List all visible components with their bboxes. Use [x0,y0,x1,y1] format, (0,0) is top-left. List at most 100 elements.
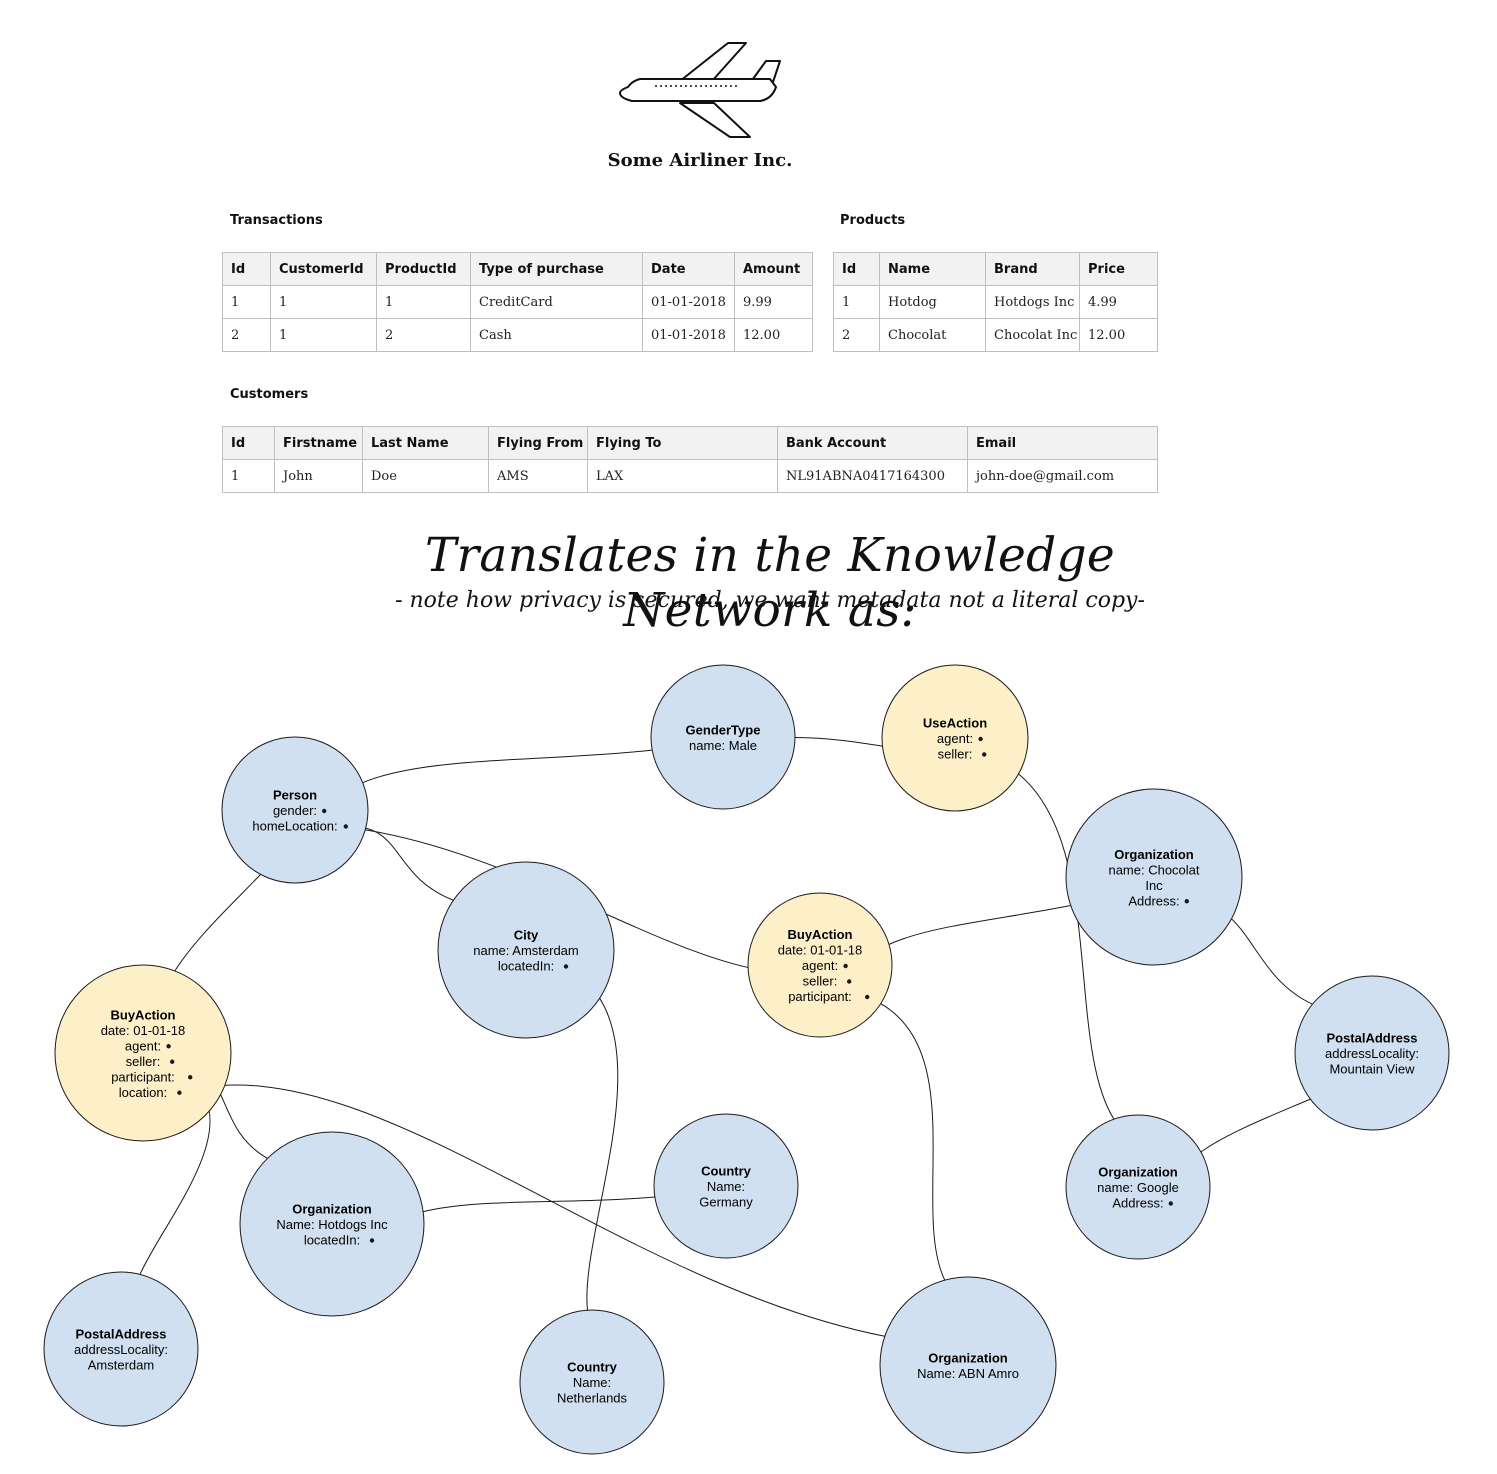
edge-anchor-dot [177,1090,182,1095]
dot-layer [166,736,1190,1243]
node-title: Organization [928,1350,1008,1365]
table-cell: john-doe@gmail.com [967,459,1158,493]
edge-connector [323,749,653,812]
node-property: agent: [802,958,838,973]
edge-anchor-dot [1168,1201,1174,1206]
column-header: Id [222,426,275,460]
node-title: Organization [292,1202,372,1217]
node-circle [879,1276,1057,1454]
node-property: Germany [699,1195,753,1210]
customers-table: Id Firstname Last Name Flying From Flyin… [222,426,1158,493]
column-header: Firstname [274,426,363,460]
airplane-icon [619,42,781,138]
node-title: City [514,928,539,943]
node-property: seller: [126,1054,161,1069]
node-property: location: [119,1085,167,1100]
node-property: gender: [273,803,317,818]
node-title: Person [273,788,317,803]
table-cell: Doe [362,459,489,493]
node-property: agent: [125,1038,161,1053]
node-property: Mountain View [1329,1062,1415,1077]
node-circle [653,1113,799,1259]
edge-connector [179,1084,885,1337]
node-property: Netherlands [557,1391,628,1406]
node-title: UseAction [923,716,987,731]
transactions-title: Transactions [230,213,323,228]
node-title: Organization [1114,847,1194,862]
node-title: Organization [1098,1165,1178,1180]
node-property: name: Google [1097,1180,1179,1195]
table-header-row: Id Firstname Last Name Flying From Flyin… [222,426,1158,460]
headline: Translates in the Knowledge Network as: [424,528,1116,638]
edge-connector [867,996,946,1281]
table-cell: LAX [587,459,778,493]
node-property: addressLocality: [1325,1046,1419,1061]
table-row: 2 Chocolat Chocolat Inc 12.00 [833,318,1158,352]
column-header: Amount [734,252,813,286]
edge-anchor-dot [343,824,348,829]
column-header: Last Name [362,426,489,460]
node-title: BuyAction [111,1007,176,1022]
table-cell: 1 [222,285,271,319]
products-table: Id Name Brand Price 1 Hotdog Hotdogs Inc… [833,252,1158,352]
column-header: Email [967,426,1158,460]
table-cell: CreditCard [470,285,643,319]
node-property: locatedIn: [498,959,554,974]
node-title: Country [567,1360,618,1375]
column-header: Id [833,252,880,286]
node-circle [221,736,369,884]
node-property: name: Chocolat [1108,862,1199,877]
edge-anchor-dot [166,1044,171,1049]
customers-title: Customers [230,387,309,402]
edge-anchor-dot [170,1059,175,1064]
node-property: locatedIn: [304,1233,360,1248]
node-circle [239,1131,425,1317]
node-property: Name: [573,1375,611,1390]
table-cell: Chocolat Inc [985,318,1080,352]
table-cell: NL91ABNA0417164300 [777,459,968,493]
table-row: 1 1 1 CreditCard 01-01-2018 9.99 [222,285,813,319]
node-title: PostalAddress [75,1327,166,1342]
edge-anchor-dot [982,752,987,757]
node-property: seller: [938,747,973,762]
node-property: homeLocation: [252,819,337,834]
node-property: participant: [111,1069,175,1084]
node-circle [747,892,893,1038]
edge-anchor-dot [1184,899,1190,904]
node-property: seller: [803,974,838,989]
table-cell: Cash [470,318,643,352]
node-circle [650,664,796,810]
node-circle [519,1309,665,1455]
table-cell: Hotdog [879,285,986,319]
edge-anchor-dot [978,736,983,742]
node-circle [437,861,615,1039]
node-circle [881,664,1029,812]
node-circle [1065,788,1243,966]
table-cell: 2 [376,318,471,352]
column-header: Brand [985,252,1080,286]
edge-anchor-dot [322,808,327,814]
node-property: name: Amsterdam [473,943,579,958]
edge-anchor-dot [369,1238,375,1243]
node-property: Name: [707,1179,745,1194]
table-row: 2 1 2 Cash 01-01-2018 12.00 [222,318,813,352]
column-header: Name [879,252,986,286]
column-header: Type of purchase [470,252,643,286]
node-title: GenderType [686,722,761,737]
node-property: agent: [937,731,973,746]
table-row: 1 Hotdog Hotdogs Inc 4.99 [833,285,1158,319]
node-circle [1065,1114,1211,1260]
edge-anchor-dot [563,964,569,969]
